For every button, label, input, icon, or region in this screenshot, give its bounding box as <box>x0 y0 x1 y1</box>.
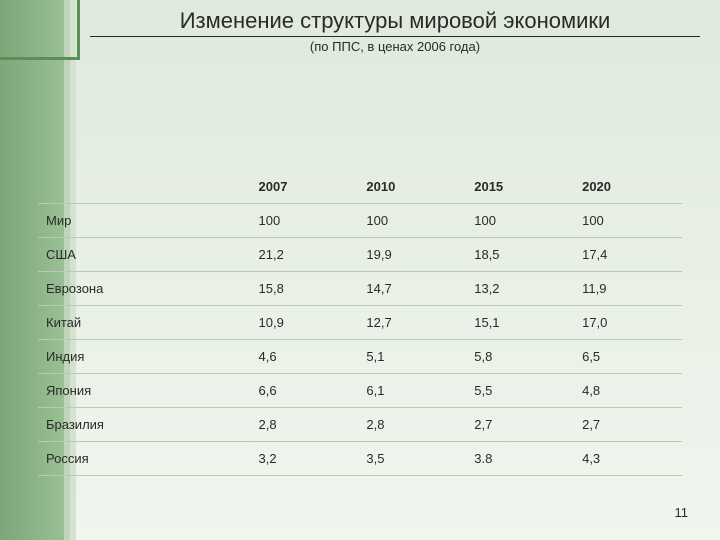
row-label: Китай <box>38 306 251 340</box>
cell: 13,2 <box>466 272 574 306</box>
table-row: США 21,2 19,9 18,5 17,4 <box>38 238 682 272</box>
slide-title: Изменение структуры мировой экономики <box>90 8 700 34</box>
row-label: США <box>38 238 251 272</box>
col-header: 2007 <box>251 170 359 204</box>
table-row: Индия 4,6 5,1 5,8 6,5 <box>38 340 682 374</box>
row-label: Еврозона <box>38 272 251 306</box>
table-row: Мир 100 100 100 100 <box>38 204 682 238</box>
cell: 3,2 <box>251 442 359 476</box>
slide: Изменение структуры мировой экономики (п… <box>0 0 720 540</box>
cell: 3,5 <box>358 442 466 476</box>
cell: 6,6 <box>251 374 359 408</box>
row-label: Япония <box>38 374 251 408</box>
table-row: Бразилия 2,8 2,8 2,7 2,7 <box>38 408 682 442</box>
table-container: 2007 2010 2015 2020 Мир 100 100 100 100 … <box>38 170 682 476</box>
cell: 2,8 <box>358 408 466 442</box>
cell: 5,1 <box>358 340 466 374</box>
cell: 15,8 <box>251 272 359 306</box>
cell: 11,9 <box>574 272 682 306</box>
cell: 12,7 <box>358 306 466 340</box>
table-body: Мир 100 100 100 100 США 21,2 19,9 18,5 1… <box>38 204 682 476</box>
table-row: Еврозона 15,8 14,7 13,2 11,9 <box>38 272 682 306</box>
cell: 21,2 <box>251 238 359 272</box>
cell: 6,5 <box>574 340 682 374</box>
slide-subtitle: (по ППС, в ценах 2006 года) <box>90 39 700 54</box>
cell: 5,5 <box>466 374 574 408</box>
economy-structure-table: 2007 2010 2015 2020 Мир 100 100 100 100 … <box>38 170 682 476</box>
row-label: Россия <box>38 442 251 476</box>
cell: 3.8 <box>466 442 574 476</box>
cell: 6,1 <box>358 374 466 408</box>
table-header-row: 2007 2010 2015 2020 <box>38 170 682 204</box>
cell: 100 <box>251 204 359 238</box>
row-label: Индия <box>38 340 251 374</box>
cell: 5,8 <box>466 340 574 374</box>
cell: 4,3 <box>574 442 682 476</box>
cell: 100 <box>358 204 466 238</box>
cell: 17,0 <box>574 306 682 340</box>
col-header <box>38 170 251 204</box>
col-header: 2015 <box>466 170 574 204</box>
cell: 100 <box>466 204 574 238</box>
table-row: Япония 6,6 6,1 5,5 4,8 <box>38 374 682 408</box>
corner-decor <box>0 0 80 60</box>
cell: 4,8 <box>574 374 682 408</box>
row-label: Мир <box>38 204 251 238</box>
cell: 2,8 <box>251 408 359 442</box>
cell: 4,6 <box>251 340 359 374</box>
title-zone: Изменение структуры мировой экономики (п… <box>90 8 700 54</box>
table-row: Китай 10,9 12,7 15,1 17,0 <box>38 306 682 340</box>
cell: 2,7 <box>574 408 682 442</box>
table-row: Россия 3,2 3,5 3.8 4,3 <box>38 442 682 476</box>
cell: 19,9 <box>358 238 466 272</box>
cell: 17,4 <box>574 238 682 272</box>
cell: 15,1 <box>466 306 574 340</box>
page-number: 11 <box>675 505 689 520</box>
cell: 2,7 <box>466 408 574 442</box>
row-label: Бразилия <box>38 408 251 442</box>
title-underline <box>90 36 700 37</box>
cell: 100 <box>574 204 682 238</box>
col-header: 2010 <box>358 170 466 204</box>
col-header: 2020 <box>574 170 682 204</box>
cell: 14,7 <box>358 272 466 306</box>
cell: 10,9 <box>251 306 359 340</box>
cell: 18,5 <box>466 238 574 272</box>
